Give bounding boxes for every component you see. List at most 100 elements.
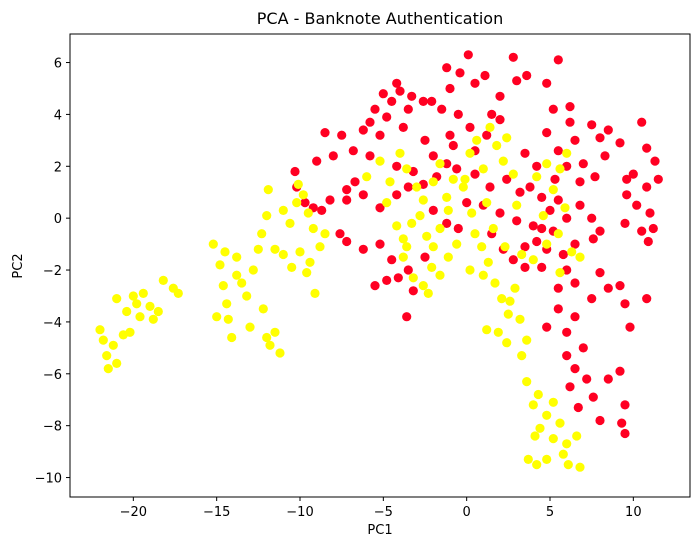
data-point	[398, 234, 408, 244]
data-point	[245, 322, 255, 332]
y-tick-label: 0	[54, 212, 62, 227]
data-point	[565, 382, 575, 392]
data-point	[525, 182, 535, 192]
data-point	[532, 161, 542, 171]
data-point	[555, 418, 565, 428]
data-point	[342, 195, 352, 205]
data-point	[122, 306, 132, 317]
data-point	[455, 68, 465, 78]
x-tick-label: 5	[546, 505, 554, 520]
data-point	[398, 252, 408, 262]
data-point	[98, 335, 108, 345]
data-point	[587, 213, 597, 223]
data-point	[603, 374, 613, 384]
data-point	[553, 146, 563, 156]
data-point	[418, 96, 428, 106]
data-point	[520, 262, 530, 272]
data-point	[408, 286, 418, 296]
data-point	[560, 203, 570, 213]
data-point	[173, 288, 183, 298]
data-point	[375, 203, 385, 213]
data-point	[532, 460, 542, 470]
data-point	[112, 358, 122, 368]
data-point	[445, 83, 455, 94]
data-point	[275, 348, 285, 358]
data-point	[435, 270, 445, 280]
data-point	[232, 270, 242, 280]
data-point	[435, 223, 445, 234]
data-point	[528, 400, 538, 410]
data-point	[278, 205, 288, 215]
data-point	[365, 117, 375, 127]
x-axis-label: PC1	[367, 523, 392, 538]
data-point	[572, 431, 582, 441]
data-point	[542, 128, 552, 138]
data-point	[403, 182, 413, 192]
data-point	[578, 343, 588, 353]
data-point	[512, 76, 522, 86]
data-point	[422, 231, 432, 241]
data-point	[620, 299, 630, 309]
data-point	[532, 236, 542, 247]
data-point	[562, 351, 572, 361]
data-point	[453, 223, 463, 234]
data-point	[300, 198, 310, 208]
data-point	[385, 177, 395, 187]
y-tick-label: −6	[43, 368, 62, 383]
data-point	[302, 268, 312, 278]
data-point	[452, 164, 462, 174]
data-point	[533, 389, 543, 400]
data-point	[628, 169, 638, 179]
data-point	[335, 229, 345, 239]
data-point	[503, 309, 513, 319]
y-tick-label: 6	[54, 57, 62, 72]
data-point	[642, 182, 652, 192]
data-point	[270, 327, 280, 337]
data-point	[625, 322, 635, 332]
data-point	[508, 52, 518, 62]
data-point	[392, 161, 402, 171]
data-point	[258, 304, 268, 314]
data-point	[223, 314, 233, 324]
data-point	[482, 198, 492, 208]
data-point	[412, 182, 422, 192]
data-point	[218, 281, 228, 291]
data-point	[575, 252, 585, 262]
data-point	[467, 208, 477, 218]
data-point	[578, 159, 588, 169]
data-point	[148, 314, 158, 324]
data-point	[358, 125, 368, 135]
data-point	[158, 275, 168, 285]
data-point	[490, 278, 500, 288]
data-point	[227, 332, 237, 343]
data-point	[535, 423, 545, 433]
data-point	[478, 270, 488, 280]
data-point	[575, 462, 585, 472]
data-point	[392, 78, 402, 88]
data-point	[103, 364, 113, 374]
data-point	[548, 397, 558, 407]
data-point	[512, 216, 522, 226]
data-point	[537, 223, 547, 234]
data-point	[392, 221, 402, 231]
data-point	[522, 70, 532, 81]
data-point	[310, 288, 320, 298]
data-point	[290, 166, 300, 177]
data-point	[542, 410, 552, 420]
data-point	[378, 89, 388, 99]
x-tick-label: −10	[286, 505, 313, 520]
data-point	[348, 146, 358, 156]
data-point	[620, 428, 630, 439]
data-point	[495, 208, 505, 218]
data-point	[442, 218, 452, 228]
x-tick-label: −15	[203, 505, 230, 520]
data-point	[537, 192, 547, 202]
data-point	[558, 449, 568, 459]
data-point	[495, 91, 505, 101]
data-point	[303, 208, 313, 218]
data-point	[645, 208, 655, 218]
data-point	[522, 377, 532, 387]
x-tick-label: −20	[120, 505, 147, 520]
data-point	[582, 374, 592, 384]
data-point	[212, 312, 222, 322]
